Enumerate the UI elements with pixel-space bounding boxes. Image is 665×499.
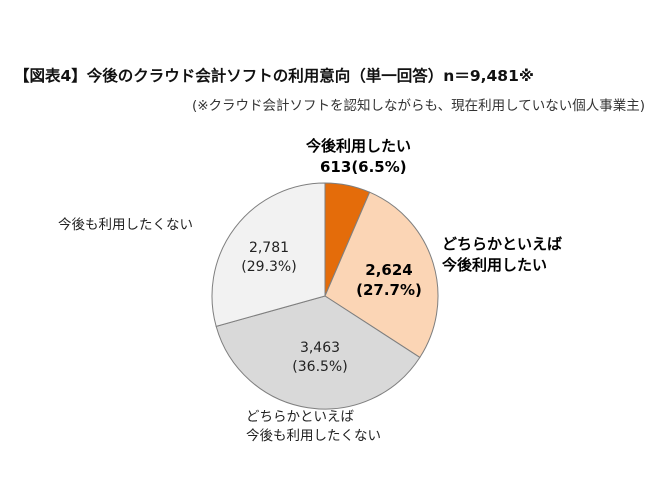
- pie-slice-somewhat-no-plan: [215, 295, 421, 410]
- chart-title: 【図表4】今後のクラウド会計ソフトの利用意向（単一回答）n＝9,481※: [14, 67, 534, 85]
- slice-label-somewhat-plan-to-use: どちらかといえば 今後利用したい: [442, 235, 563, 274]
- slice-value-somewhat-no-plan: 3,463 (36.5%): [292, 340, 348, 375]
- slice-label-somewhat-no-plan: どちらかといえば 今後も利用したくない: [246, 409, 381, 444]
- slice-label-no-plan: 今後も利用したくない: [58, 217, 193, 233]
- pie-slice-no-plan: [211, 182, 326, 327]
- slice-value-no-plan: 2,781 (29.3%): [241, 240, 297, 275]
- slice-value-somewhat-plan-to-use: 2,624 (27.7%): [356, 260, 422, 299]
- pie-slice-somewhat-plan-to-use: [324, 191, 439, 358]
- slice-label-plan-to-use: 今後利用したい 613(6.5%): [306, 137, 412, 176]
- chart-subtitle: (※クラウド会計ソフトを認知しながらも、現在利用していない個人事業主): [191, 98, 645, 114]
